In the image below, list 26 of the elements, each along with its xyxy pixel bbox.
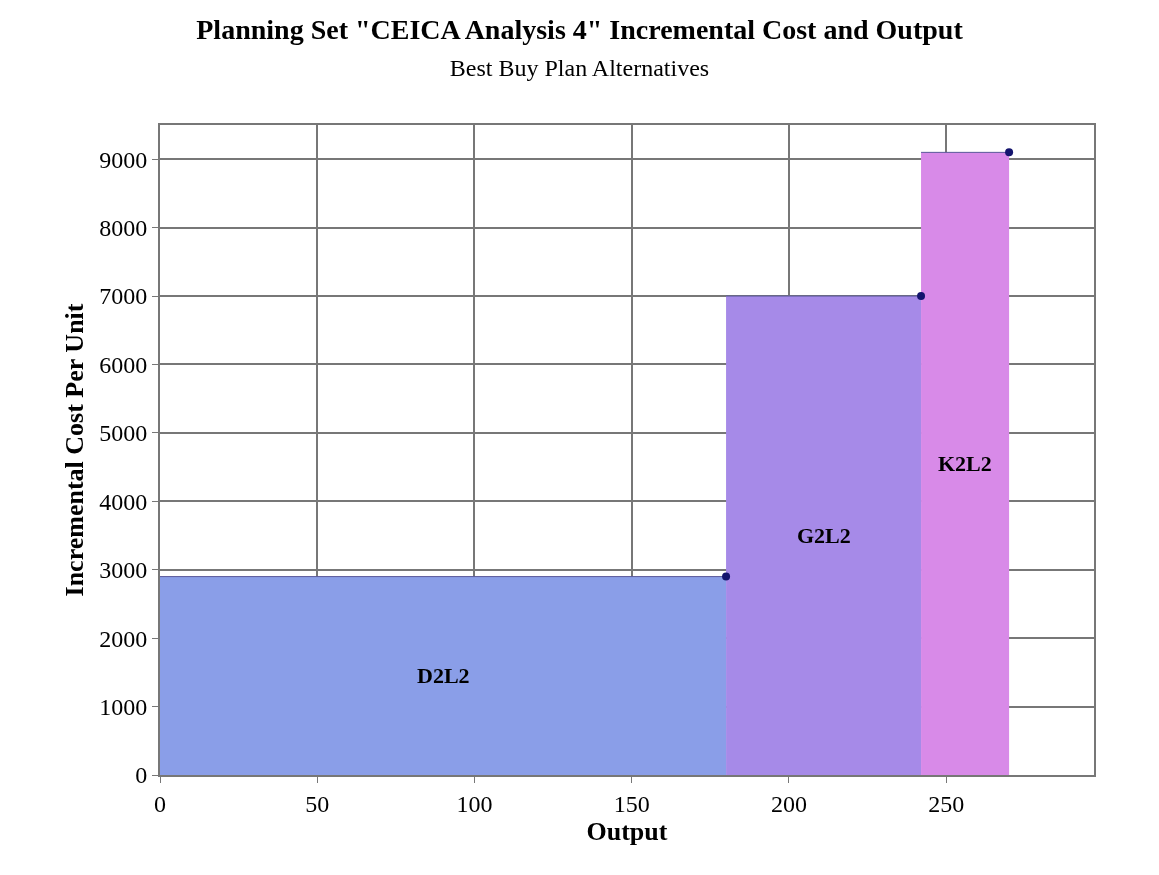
y-tick-label: 3000 (99, 557, 148, 584)
point (917, 292, 926, 301)
y-tick-label: 4000 (99, 488, 148, 515)
point (722, 572, 731, 581)
chart-title: Planning Set "CEICA Analysis 4" Incremental Cost and Output (196, 14, 964, 46)
y-tick-label: 6000 (99, 351, 148, 378)
y-tick-label: 1000 (99, 693, 148, 720)
series-label: D2L2 (417, 663, 470, 688)
y-tick-label: 2000 (99, 625, 148, 652)
point (1005, 148, 1014, 157)
chart-subtitle: Best Buy Plan Alternatives (449, 54, 710, 81)
x-axis-title: Output (586, 817, 668, 846)
y-axis-title: Incremental Cost Per Unit (60, 303, 90, 597)
y-tick-label: 7000 (99, 283, 148, 310)
series-label: G2L2 (797, 523, 851, 548)
x-tick-label: 200 (770, 790, 807, 817)
x-tick-label: 250 (928, 790, 965, 817)
y-tick-label: 0 (135, 762, 148, 789)
x-tick-label: 150 (613, 790, 650, 817)
y-tick-label: 5000 (99, 420, 148, 447)
x-tick-label: 100 (456, 790, 493, 817)
x-tick-label: 50 (305, 790, 330, 817)
x-tick-label: 0 (154, 790, 166, 817)
y-tick-label: 9000 (99, 146, 148, 173)
series-label: K2L2 (938, 451, 992, 476)
y-tick-label: 8000 (99, 215, 148, 242)
